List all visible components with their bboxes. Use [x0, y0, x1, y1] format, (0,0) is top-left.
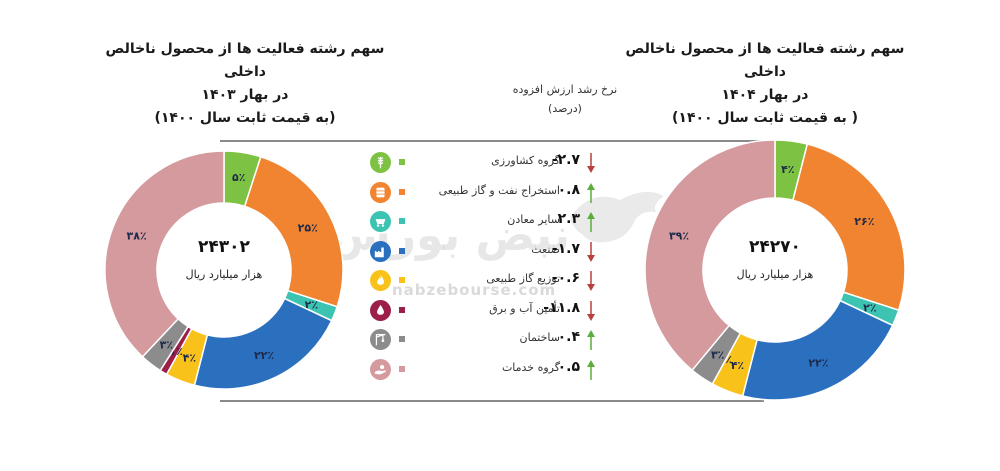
- legend-row-agriculture: گروه کشاورزی -۲.۷: [350, 148, 610, 178]
- growth-value-mining: ۲.۳: [557, 211, 580, 227]
- oil-barrel-icon: [370, 181, 391, 203]
- legend-swatch-agriculture: [399, 159, 405, 165]
- slice-label-gas_distribution: ۴٪: [183, 351, 196, 364]
- legend-swatch-oil_gas: [399, 188, 405, 195]
- right-title-line-3: ( به قیمت ثابت سال ۱۴۰۰): [672, 110, 858, 126]
- slice-oil_gas: [791, 143, 906, 312]
- right-chart-title: سهم رشته فعالیت ها از محصول ناخالص داخلی…: [605, 38, 925, 130]
- watermark-text: نبض بورس: [330, 210, 570, 261]
- slices-1404: ۴٪۲۶٪۲٪۲۲٪۴٪۰٪۳٪۳۹٪: [644, 139, 906, 401]
- growth-value-water_electricity: -۱۱.۸: [543, 299, 580, 316]
- slice-label-gas_distribution: ۴٪: [731, 359, 744, 372]
- slice-industry: [741, 299, 894, 401]
- legend-swatch-industry: [399, 247, 405, 254]
- left-title-line-3: (به قیمت ثابت سال ۱۴۰۰): [154, 110, 336, 126]
- slice-label-construction: ۳٪: [160, 338, 173, 351]
- arrow-down-icon: [587, 241, 595, 262]
- slice-services: [644, 139, 776, 372]
- arrow-up-icon: [587, 330, 595, 350]
- slice-label-mining: ۲٪: [863, 302, 876, 315]
- slice-label-industry: ۲۲٪: [254, 349, 274, 362]
- legend-label-gas_distribution: توزیع گاز طبیعی: [486, 272, 560, 285]
- legend-row-gas_distribution: توزیع گاز طبیعی -۰.۶: [350, 266, 610, 296]
- slice-label-industry: ۲۲٪: [808, 356, 828, 369]
- slice-label-oil_gas: ۲۶٪: [854, 215, 874, 228]
- center-unit-1404: هزار میلیارد ریال: [737, 268, 814, 281]
- crane-icon: [370, 329, 391, 350]
- hand-service-icon: [370, 358, 391, 380]
- legend-row-industry: صنعت -۱.۷: [350, 237, 610, 267]
- center-value-1403: ۲۴۳۰۲: [198, 237, 251, 257]
- legend-row-oil_gas: استخراج نفت و گاز طبیعی ۰.۸: [350, 178, 610, 208]
- growth-value-construction: ۰.۴: [557, 329, 580, 345]
- left-chart-title: سهم رشته فعالیت ها از محصول ناخالص داخلی…: [95, 38, 395, 130]
- slice-label-oil_gas: ۲۵٪: [298, 221, 318, 234]
- factory-icon: [370, 240, 391, 262]
- legend-label-industry: صنعت: [531, 242, 560, 256]
- center-unit-1403: هزار میلیارد ریال: [186, 268, 263, 281]
- donut-chart-1404: ۴٪۲۶٪۲٪۲۲٪۴٪۰٪۳٪۳۹٪ ۲۴۲۷۰ هزار میلیارد ر…: [644, 139, 906, 401]
- slice-oil_gas: [243, 155, 344, 308]
- growth-rate-header: نرخ رشد ارزش افزوده (درصد): [490, 80, 640, 118]
- legend-row-construction: ساختمان ۰.۴: [350, 325, 610, 355]
- legend-label-mining: سایر معادن: [507, 213, 560, 226]
- arrow-up-icon: [587, 212, 595, 232]
- growth-header-line-1: نرخ رشد ارزش افزوده: [512, 83, 618, 96]
- arrow-down-icon: [587, 300, 595, 321]
- watermark-url: nabzebourse.com: [392, 281, 557, 299]
- donut-chart-1403: ۵٪۲۵٪۲٪۲۲٪۴٪۱٪۳٪۳۸٪ ۲۴۳۰۲ هزار میلیارد ر…: [104, 150, 344, 390]
- legend-label-oil_gas: استخراج نفت و گاز طبیعی: [438, 183, 560, 197]
- wheat-icon: [370, 152, 391, 173]
- frame-bottom-line: [220, 400, 764, 402]
- frame-top-line: [220, 140, 764, 142]
- slice-label-agriculture: ۵٪: [232, 171, 245, 184]
- left-title-line-1: سهم رشته فعالیت ها از محصول ناخالص داخلی: [105, 41, 385, 80]
- arrow-down-icon: [587, 271, 595, 291]
- slice-label-construction: ۳٪: [711, 348, 724, 361]
- legend-label-agriculture: گروه کشاورزی: [491, 154, 560, 167]
- slice-services: [104, 150, 225, 358]
- legend-row-services: گروه خدمات ۰.۵: [350, 355, 610, 385]
- slice-industry: [193, 297, 333, 390]
- bull-logo-icon: [570, 191, 664, 243]
- legend-swatch-construction: [399, 336, 405, 342]
- arrow-down-icon: [587, 153, 595, 173]
- slice-label-mining: ۲٪: [305, 299, 318, 312]
- growth-value-agriculture: -۲.۷: [551, 152, 580, 168]
- center-value-1404: ۲۴۲۷۰: [749, 237, 801, 257]
- right-title-line-2: در بهار ۱۴۰۴: [721, 87, 809, 103]
- growth-value-services: ۰.۵: [557, 358, 580, 375]
- arrow-up-icon: [587, 182, 595, 203]
- growth-value-industry: -۱.۷: [551, 240, 580, 257]
- growth-header-line-2: (درصد): [548, 102, 582, 115]
- slice-label-services: ۳۹٪: [669, 229, 689, 242]
- legend-label-water_electricity: تأمین آب و برق: [489, 301, 560, 315]
- flame-icon: [370, 270, 391, 291]
- right-title-line-1: سهم رشته فعالیت ها از محصول ناخالص داخلی: [625, 41, 905, 80]
- legend-swatch-services: [399, 365, 405, 372]
- slices-1403: ۵٪۲۵٪۲٪۲۲٪۴٪۱٪۳٪۳۸٪: [104, 150, 344, 390]
- sector-legend: گروه کشاورزی -۲.۷ استخراج نفت و گاز طبیعی ۰…: [350, 148, 610, 384]
- slice-label-services: ۳۸٪: [127, 229, 147, 242]
- legend-row-water_electricity: تأمین آب و برق -۱۱.۸: [350, 296, 610, 326]
- legend-label-construction: ساختمان: [519, 331, 560, 344]
- legend-label-services: گروه خدمات: [501, 360, 560, 374]
- arrow-up-icon: [587, 359, 595, 380]
- legend-swatch-water_electricity: [399, 306, 405, 313]
- legend-row-mining: سایر معادن ۲.۳: [350, 207, 610, 237]
- mine-cart-icon: [370, 211, 391, 232]
- legend-swatch-mining: [399, 218, 405, 224]
- left-title-line-2: در بهار ۱۴۰۳: [201, 87, 289, 103]
- growth-value-oil_gas: ۰.۸: [557, 181, 580, 198]
- water-drop-icon: [370, 299, 391, 321]
- growth-value-gas_distribution: -۰.۶: [551, 270, 580, 286]
- slice-label-agriculture: ۴٪: [781, 163, 794, 176]
- legend-swatch-gas_distribution: [399, 277, 405, 283]
